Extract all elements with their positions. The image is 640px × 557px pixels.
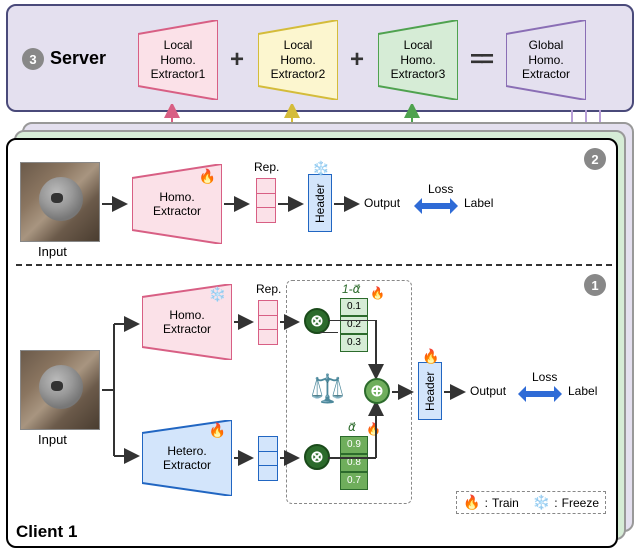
arrow-homo-rep-bottom [234,314,256,330]
client-step-1-badge: 1 [584,274,606,296]
loss-arrow-top [414,198,458,214]
add-op: ⊕ [364,378,390,404]
fire-icon: 🔥 [199,168,216,185]
arrow-header-output-bottom [444,384,468,400]
homo-extractor-top: Homo.Extractor 🔥 [132,164,222,244]
fire-icon: 🔥 [370,286,385,300]
header-top: Header [308,174,332,232]
homo-extractor-bottom: Homo.Extractor ❄️ [142,284,232,360]
rep-stack-top [256,178,276,222]
legend: 🔥: Train ❄️: Freeze [456,491,606,514]
client-stack: 2 1 Input Homo.Extractor 🔥 Rep. Header ❄… [6,122,634,548]
input-image-top [20,162,100,242]
server-extractor-1: LocalHomo.Extractor1 [138,20,218,100]
server-step-badge: 3 [22,48,44,70]
loss-label-top: Loss [428,182,453,196]
client-panel: 2 1 Input Homo.Extractor 🔥 Rep. Header ❄… [6,138,618,548]
rep-stack-hetero-bottom [258,436,278,480]
loss-arrow-bottom [518,386,562,402]
multiply-op-bottom: ⊗ [304,444,330,470]
split-arrows [102,300,142,480]
snow-icon: ❄️ [312,160,329,177]
input-label-top: Input [38,244,67,259]
rep-stack-homo-bottom [258,300,278,344]
arrow-add-header [392,384,416,400]
header-bottom: Header [418,362,442,420]
fire-icon: 🔥 [209,422,226,439]
client-title: Client 1 [16,522,77,542]
input-label-bottom: Input [38,432,67,447]
arrow-rep-mul-bottom [280,450,302,466]
output-label-top: Output [364,196,400,210]
server-extractor-global: GlobalHomo.Extractor [506,20,586,100]
label-label-bottom: Label [568,384,597,398]
section-divider [16,264,612,266]
arrow-rep-header-top [278,196,306,212]
fire-icon: 🔥 [463,494,480,511]
server-extractor-3: LocalHomo.Extractor3 [378,20,458,100]
snow-icon: ❄️ [209,286,226,303]
hetero-extractor-bottom: Hetero.Extractor 🔥 [142,420,232,496]
server-op-eq: == [470,46,490,74]
multiply-op-top: ⊗ [304,308,330,334]
server-panel: 3 Server LocalHomo.Extractor1 + LocalHom… [6,4,634,112]
one-minus-alpha-label: 1-α⃗ [342,282,361,296]
snow-icon: ❄️ [533,494,550,511]
server-op-plus-2: + [350,46,364,74]
arrow-input-homo-top [102,196,130,212]
arrow-header-output-top [334,196,362,212]
client-step-2-badge: 2 [584,148,606,170]
rep-label-top: Rep. [254,160,279,174]
output-label-bottom: Output [470,384,506,398]
arrow-rep-mul-top [280,314,302,330]
label-label-top: Label [464,196,493,210]
server-op-plus-1: + [230,46,244,74]
arrow-homo-rep-top [224,196,252,212]
fire-icon: 🔥 [422,348,439,365]
loss-label-bottom: Loss [532,370,557,384]
input-image-bottom [20,350,100,430]
server-label: Server [50,48,106,69]
rep-label-bottom: Rep. [256,282,281,296]
server-extractor-2: LocalHomo.Extractor2 [258,20,338,100]
arrow-hetero-rep-bottom [234,450,256,466]
